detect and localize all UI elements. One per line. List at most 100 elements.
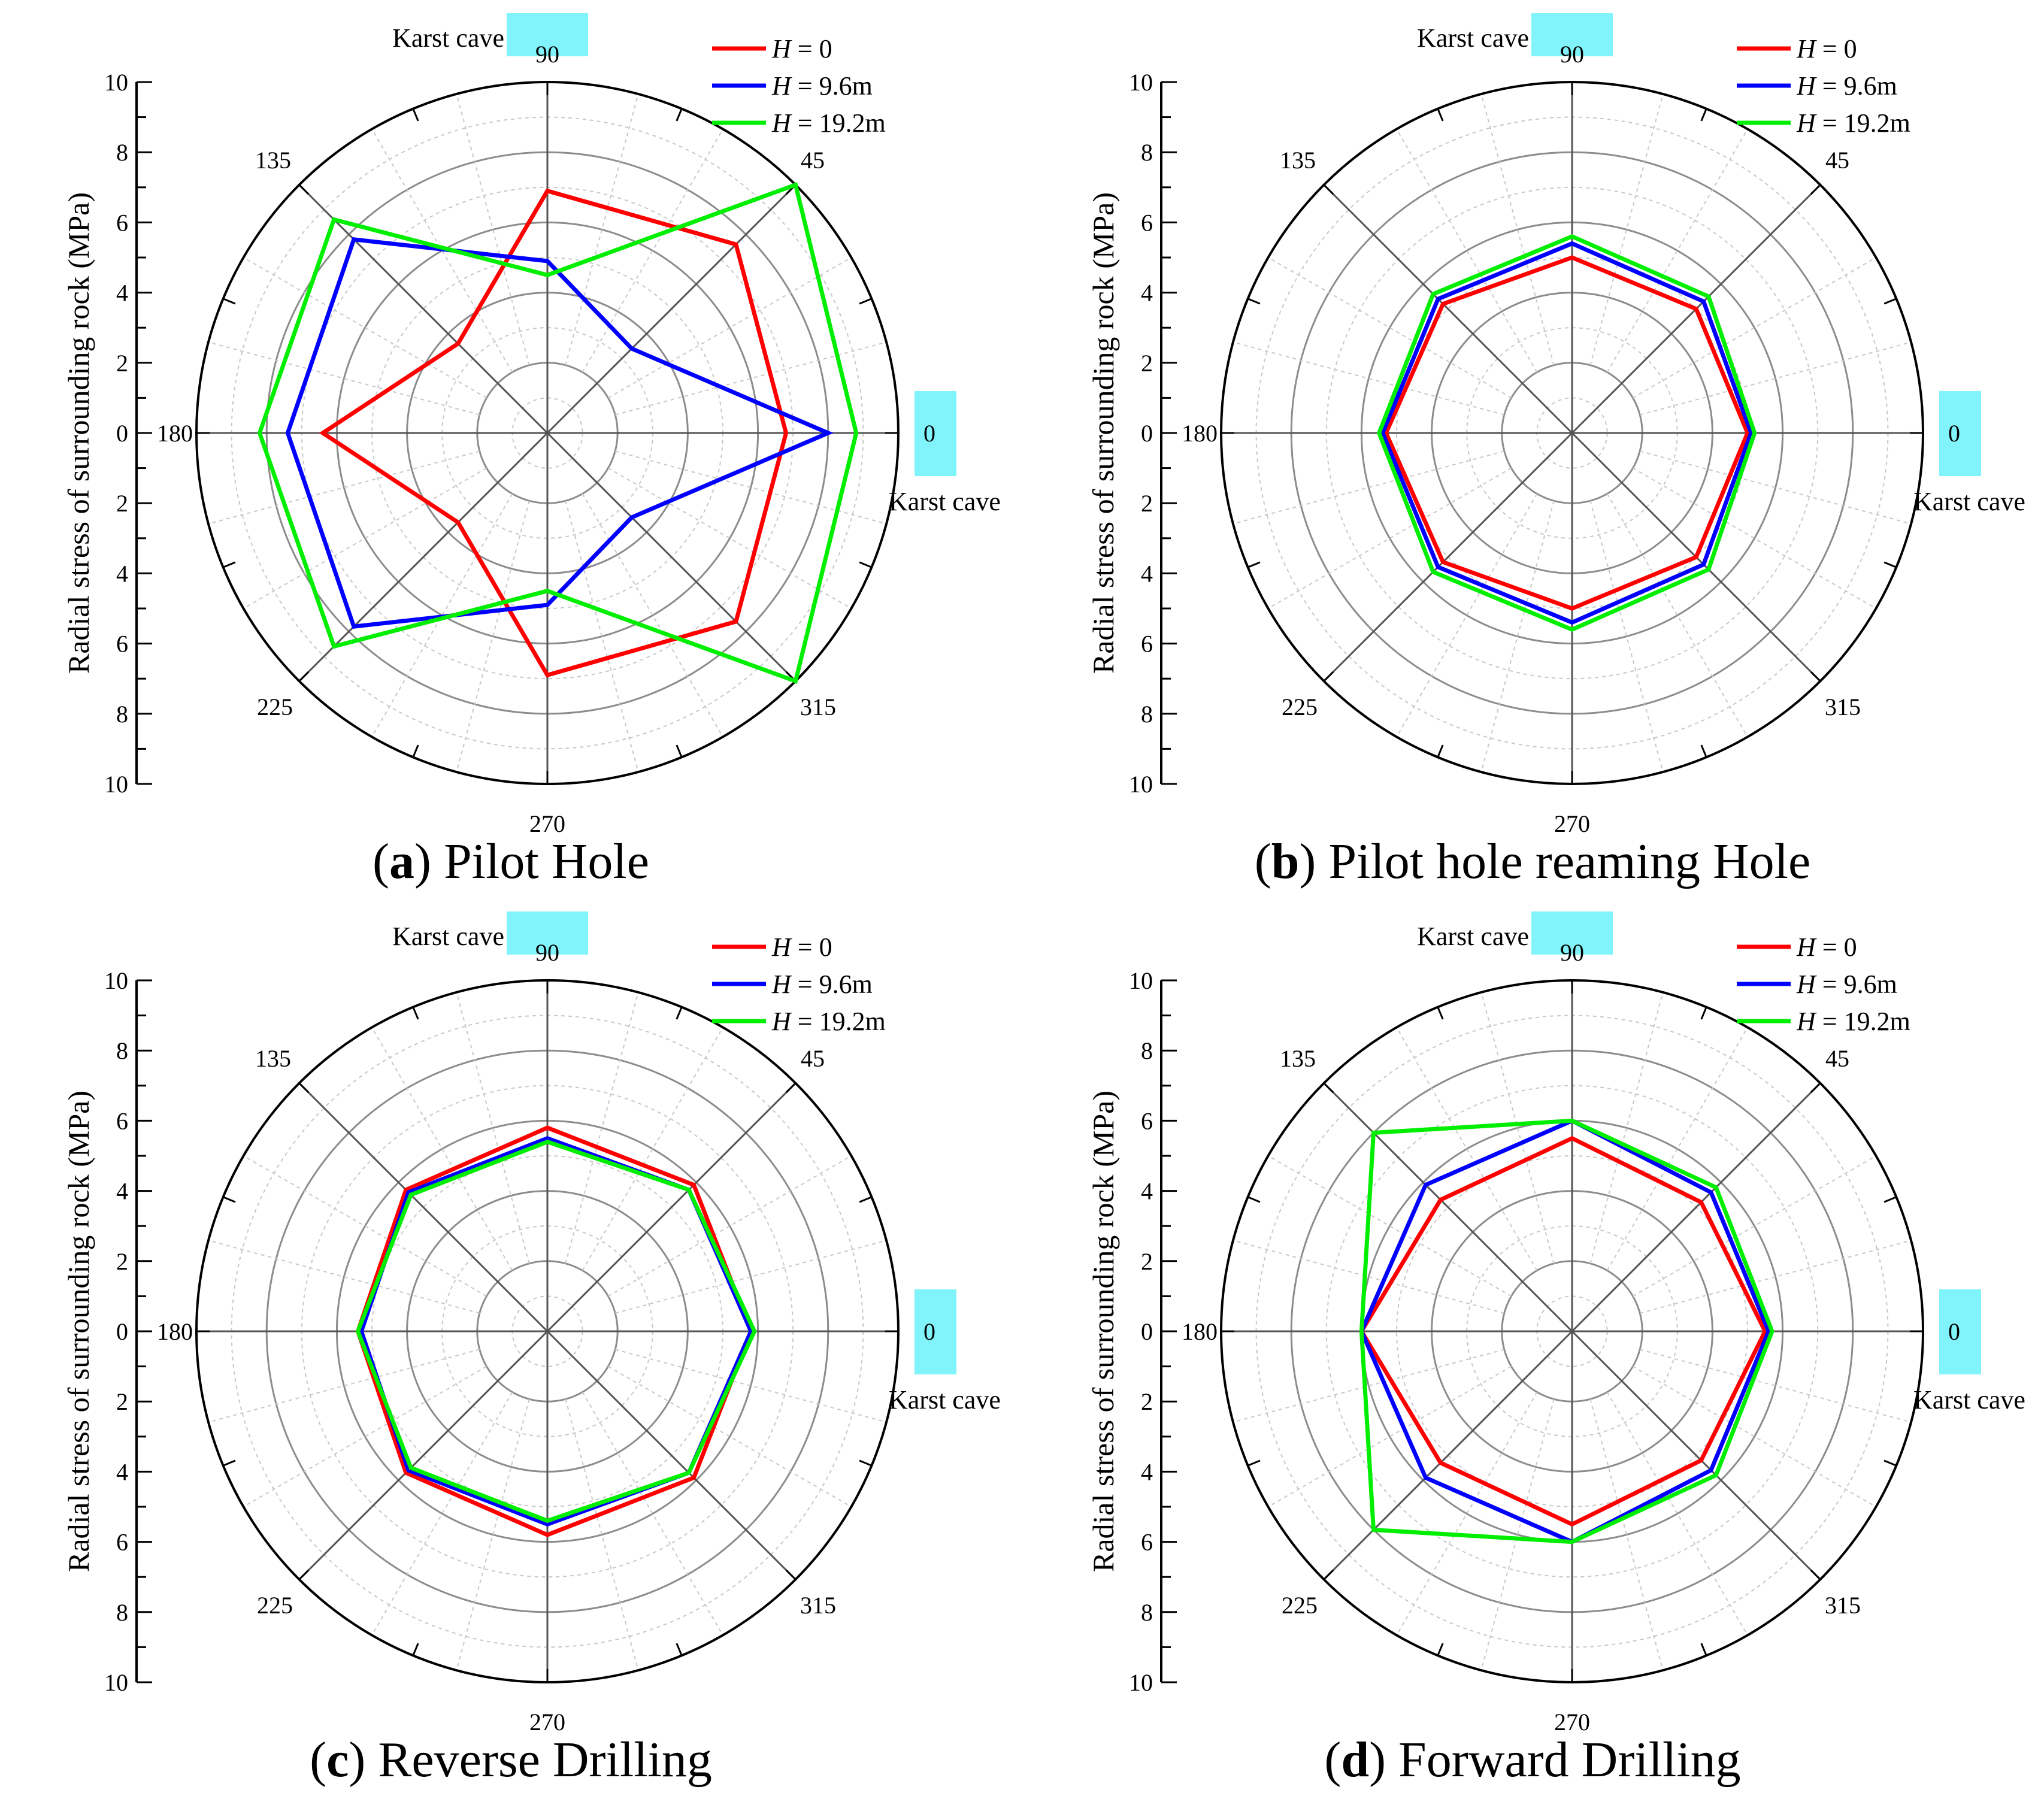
outer-tick <box>223 298 236 305</box>
radial-tick-label: 8 <box>1141 1599 1153 1626</box>
angle-label: 45 <box>801 147 825 174</box>
outer-tick <box>223 561 236 568</box>
legend-label-0: H = 0 <box>771 34 832 63</box>
legend-label-0: H = 0 <box>771 932 832 962</box>
spoke-line <box>1323 432 1573 682</box>
radial-tick-label: 2 <box>1141 1388 1153 1415</box>
spoke-line <box>546 184 797 434</box>
angle-label: 135 <box>1280 147 1316 174</box>
angle-label: 315 <box>1825 1592 1861 1619</box>
angle-label: 225 <box>257 1592 293 1619</box>
karst-cave-label-right: Karst cave <box>1913 1385 2025 1415</box>
radial-tick-label: 8 <box>116 1599 128 1626</box>
outer-tick <box>1247 1459 1261 1467</box>
legend-label-0: H = 0 <box>1796 932 1857 962</box>
radial-tick-label: 10 <box>1129 69 1153 96</box>
angle-label: 90 <box>1560 939 1584 966</box>
outer-tick <box>1810 1082 1821 1094</box>
radial-tick-label: 4 <box>116 280 128 307</box>
outer-tick <box>1247 1196 1261 1203</box>
legend-variable: H <box>1796 970 1822 999</box>
radial-tick-label: 8 <box>116 701 128 728</box>
radial-tick-label: 4 <box>116 1178 128 1205</box>
outer-tick <box>1700 108 1707 122</box>
radial-tick-label: 10 <box>104 967 128 994</box>
legend-variable: H <box>771 71 798 101</box>
angle-label: 90 <box>535 939 559 966</box>
caption-d-letter: d <box>1341 1732 1370 1788</box>
angle-label: 135 <box>255 147 291 174</box>
outer-tick <box>298 671 310 682</box>
radial-tick-label: 8 <box>1141 139 1153 166</box>
spoke-line <box>1323 1330 1573 1580</box>
legend-label-1: H = 9.6m <box>771 970 873 999</box>
series-line-0 <box>1383 255 1750 611</box>
legend-variable: H <box>771 970 798 999</box>
outer-tick <box>412 1007 419 1020</box>
radial-tick-label: 6 <box>1141 1529 1153 1556</box>
angle-label: 45 <box>1825 147 1849 174</box>
radial-tick-label: 6 <box>1141 209 1153 236</box>
radial-tick-label: 2 <box>1141 1248 1153 1275</box>
radial-tick-label: 6 <box>1141 1107 1153 1134</box>
radial-tick-label: 2 <box>116 1388 128 1415</box>
radial-tick-label: 2 <box>1141 490 1153 517</box>
angle-label: 135 <box>1280 1045 1316 1072</box>
angle-label: 0 <box>1948 1318 1960 1345</box>
karst-cave-label-top: Karst cave <box>392 23 504 53</box>
radial-tick-label: 4 <box>1141 1178 1153 1205</box>
angle-label: 0 <box>1948 420 1960 447</box>
legend-value: = 19.2m <box>1822 1007 1910 1036</box>
outer-tick <box>1700 744 1707 758</box>
outer-tick <box>1883 1459 1897 1467</box>
spoke-line <box>1323 1082 1573 1332</box>
radial-tick-label: 2 <box>116 490 128 517</box>
spoke-line <box>1323 184 1573 434</box>
legend-variable: H <box>771 34 798 63</box>
polar-panel-a: Karst cave Karst cave 0 45 90 135 180 225 270 315… <box>62 13 1001 837</box>
radial-tick-label: 8 <box>1141 1037 1153 1064</box>
outer-tick <box>1323 1569 1334 1580</box>
radial-tick-label: 2 <box>116 1248 128 1275</box>
legend-variable: H <box>1796 108 1822 138</box>
karst-marker-right <box>914 1289 956 1374</box>
karst-marker-top <box>507 911 588 955</box>
legend-label-2: H = 19.2m <box>1796 108 1910 138</box>
legend-label-0: H = 0 <box>1796 34 1857 63</box>
radial-tick-label: 0 <box>1141 420 1153 447</box>
outer-tick <box>412 744 419 758</box>
angle-label: 270 <box>529 1709 565 1736</box>
caption-a: (a) Pilot Hole <box>373 834 649 889</box>
karst-cave-label-right: Karst cave <box>1913 487 2025 516</box>
series-line-0 <box>319 188 789 678</box>
outer-tick <box>298 184 310 195</box>
outer-tick <box>676 1643 683 1656</box>
caption-b-text: Pilot hole reaming Hole <box>1328 834 1811 889</box>
spoke-line <box>298 432 549 682</box>
radial-tick-label: 6 <box>1141 631 1153 658</box>
spoke-line <box>298 1082 549 1332</box>
radial-tick-label: 10 <box>1129 967 1153 994</box>
caption-d: (d) Forward Drilling <box>1324 1732 1741 1788</box>
angle-label: 315 <box>800 1592 836 1619</box>
radial-tick-label: 4 <box>116 1458 128 1485</box>
outer-tick <box>298 1569 310 1580</box>
legend-value: = 9.6m <box>798 71 873 101</box>
angle-label: 135 <box>255 1045 291 1072</box>
y-axis-label: Radial stress of surrounding rock (MPa) <box>62 192 95 674</box>
karst-cave-label-top: Karst cave <box>392 922 504 951</box>
radial-tick-label: 0 <box>116 1318 128 1345</box>
karst-marker-right <box>914 391 956 476</box>
spoke-line <box>298 184 549 434</box>
caption-a-text: Pilot Hole <box>443 834 649 889</box>
y-axis-label: Radial stress of surrounding rock (MPa) <box>1086 1091 1120 1572</box>
radial-tick-label: 4 <box>1141 1458 1153 1485</box>
radial-tick-label: 6 <box>116 631 128 658</box>
radial-tick-label: 6 <box>116 1107 128 1134</box>
outer-tick <box>1810 184 1821 195</box>
outer-tick <box>1437 744 1444 758</box>
outer-tick <box>676 108 683 122</box>
outer-tick <box>859 1196 872 1203</box>
radial-tick-label: 4 <box>1141 560 1153 587</box>
outer-tick <box>1437 1007 1444 1020</box>
